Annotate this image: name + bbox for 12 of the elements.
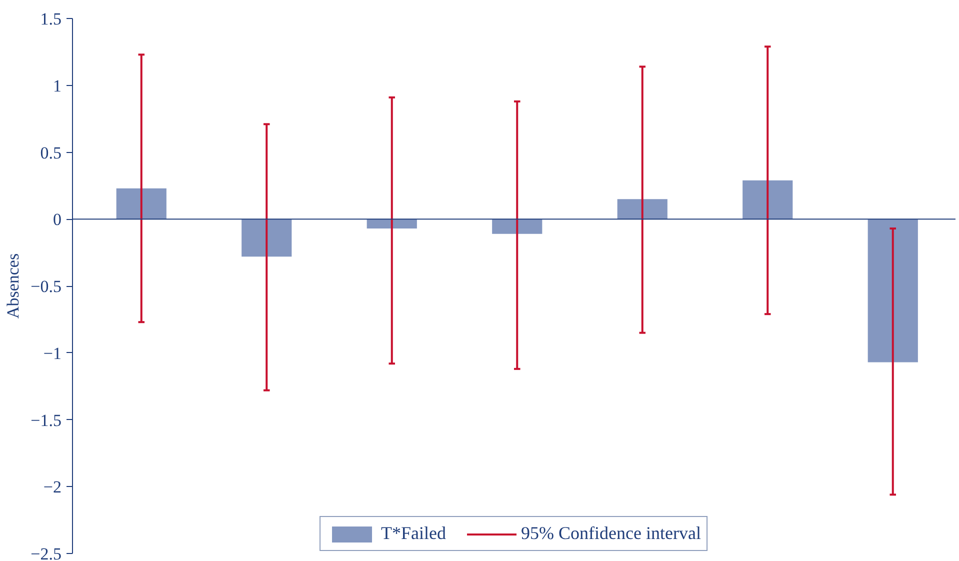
y-tick-label: 0 bbox=[53, 210, 62, 230]
y-tick-label: 0.5 bbox=[40, 143, 62, 162]
y-tick-label: −1 bbox=[43, 344, 62, 363]
y-tick-label: −2.5 bbox=[30, 544, 62, 561]
y-tick-label: −0.5 bbox=[30, 277, 62, 296]
y-tick-label: 1 bbox=[53, 76, 62, 96]
y-axis-title: Absences bbox=[4, 253, 23, 319]
y-tick-label: 1.5 bbox=[40, 10, 62, 28]
y-tick-label: −2 bbox=[43, 478, 62, 497]
y-tick-label: −1.5 bbox=[30, 410, 62, 430]
legend-label: T*Failed bbox=[381, 523, 446, 544]
annotation: 95% Confidence interval bbox=[521, 523, 701, 544]
